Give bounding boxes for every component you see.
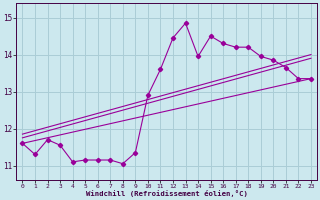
X-axis label: Windchill (Refroidissement éolien,°C): Windchill (Refroidissement éolien,°C) xyxy=(86,190,248,197)
